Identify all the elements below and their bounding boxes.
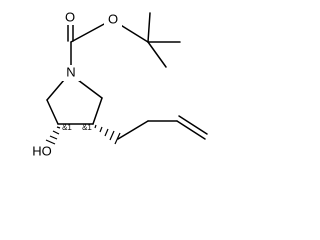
bonds bbox=[45, 12, 208, 145]
atom-label: N bbox=[66, 64, 75, 79]
bond bbox=[178, 115, 208, 135]
bond bbox=[77, 79, 103, 99]
stereo-label: &1 bbox=[82, 123, 92, 132]
hashed-bond bbox=[94, 124, 121, 145]
label-bg bbox=[62, 65, 80, 81]
hash bbox=[49, 135, 58, 140]
bond bbox=[147, 41, 167, 68]
bond bbox=[176, 120, 206, 140]
hash bbox=[56, 126, 61, 129]
hash bbox=[52, 130, 60, 135]
bond bbox=[92, 97, 103, 125]
hash bbox=[45, 139, 56, 145]
bond bbox=[46, 79, 65, 101]
label-bg bbox=[104, 12, 122, 27]
bond bbox=[117, 120, 149, 140]
hashed-bond bbox=[45, 126, 61, 145]
page: O O N HO &1 &1 (() => { const data = JSO… bbox=[32, 9, 208, 159]
hash bbox=[109, 130, 115, 141]
label-bg bbox=[60, 10, 78, 25]
bond bbox=[147, 12, 151, 43]
atom-label: O bbox=[108, 11, 118, 26]
stereo-label: &1 bbox=[62, 123, 72, 132]
structure-diagram: O O N HO &1 &1 bbox=[32, 9, 208, 158]
bond bbox=[46, 99, 59, 125]
bond bbox=[70, 22, 107, 43]
atom-label: O bbox=[65, 9, 75, 24]
hash bbox=[99, 126, 103, 133]
bond bbox=[118, 23, 149, 43]
hash bbox=[94, 124, 97, 129]
hash bbox=[104, 128, 109, 137]
atom-label: HO bbox=[32, 143, 52, 158]
